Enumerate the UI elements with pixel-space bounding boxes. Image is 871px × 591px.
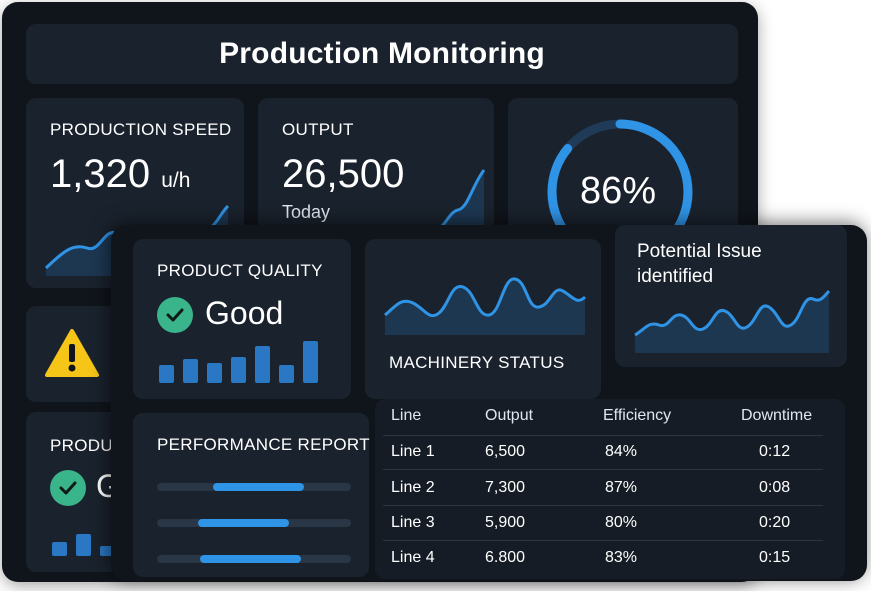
quality-bar (207, 363, 222, 383)
issue-text: Potential Issue identified (637, 241, 762, 287)
machinery-status-card[interactable]: MACHINERY STATUS (365, 239, 601, 399)
table-cell: 87% (605, 479, 638, 496)
quality-bar (231, 357, 246, 383)
table-cell: Line 1 (391, 443, 435, 460)
table-cell: Line 4 (391, 549, 435, 566)
table-cell: 5,900 (485, 514, 526, 531)
table-divider (383, 469, 823, 470)
warning-icon (45, 329, 99, 377)
performance-bar-fill (213, 483, 304, 491)
product-quality-label-back: PRODUC (50, 436, 126, 455)
title-bar: Production Monitoring (26, 24, 738, 84)
efficiency-gauge-value: 86% (580, 170, 657, 212)
table-cell: 84% (605, 443, 638, 460)
product-quality-label: PRODUCT QUALITY (157, 261, 323, 280)
table-cell: 6,500 (485, 443, 526, 460)
check-circle-icon (157, 297, 193, 333)
table-cell: 0:15 (759, 549, 791, 566)
performance-bar-fill (198, 519, 289, 527)
table-cell: 83% (605, 549, 638, 566)
table-divider (383, 435, 823, 436)
table-cell: 7,300 (485, 479, 526, 496)
table-header-downtime[interactable]: Downtime (741, 407, 813, 424)
line-performance-table[interactable]: Line Output Efficiency Downtime Line 1 6… (375, 399, 845, 579)
performance-bar-track (157, 519, 351, 527)
production-speed-number: 1,320 (50, 152, 151, 196)
product-quality-value: Good (205, 295, 284, 331)
check-circle-icon (50, 470, 86, 506)
performance-bar-track (157, 555, 351, 563)
quality-bar (183, 359, 198, 383)
table-cell: 0:12 (759, 443, 791, 460)
output-label: OUTPUT (282, 120, 354, 139)
table-cell: Line 3 (391, 514, 435, 531)
table-divider (383, 505, 823, 506)
quality-bar (279, 365, 294, 383)
quality-bar (159, 365, 174, 383)
table-header-line[interactable]: Line (391, 407, 422, 424)
issue-card[interactable]: Potential Issue identified (615, 225, 847, 367)
table-divider (383, 540, 823, 541)
performance-report-card[interactable]: PERFORMANCE REPORT (133, 413, 370, 577)
table-cell: 0:08 (759, 479, 791, 496)
table-cell: Line 2 (391, 479, 435, 496)
output-subtitle: Today (282, 202, 331, 222)
product-quality-bar-chart (159, 339, 318, 383)
production-speed-unit: u/h (161, 169, 191, 192)
quality-bar (255, 346, 270, 383)
table-cell: 6.800 (485, 549, 526, 566)
table-cell: 80% (605, 514, 638, 531)
machinery-status-sparkline (384, 277, 587, 335)
detail-window: PRODUCT QUALITY Good MACHINERY STATUS Po… (111, 225, 867, 581)
table-header-efficiency[interactable]: Efficiency (603, 407, 672, 424)
table-cell: 0:20 (759, 514, 791, 531)
production-speed-value: 1,320 u/h (50, 152, 190, 197)
table-header-output[interactable]: Output (485, 407, 534, 424)
product-quality-bars-back (52, 522, 115, 556)
performance-bar-track (157, 483, 351, 491)
page-title: Production Monitoring (219, 37, 545, 70)
quality-bar (303, 341, 318, 383)
issue-sparkline (634, 289, 831, 353)
production-speed-label: PRODUCTION SPEED (50, 120, 232, 139)
product-quality-card[interactable]: PRODUCT QUALITY Good (133, 239, 351, 399)
performance-report-label: PERFORMANCE REPORT (157, 435, 370, 454)
output-value: 26,500 (282, 152, 405, 196)
performance-bar-fill (200, 555, 301, 563)
machinery-status-label: MACHINERY STATUS (389, 353, 565, 372)
